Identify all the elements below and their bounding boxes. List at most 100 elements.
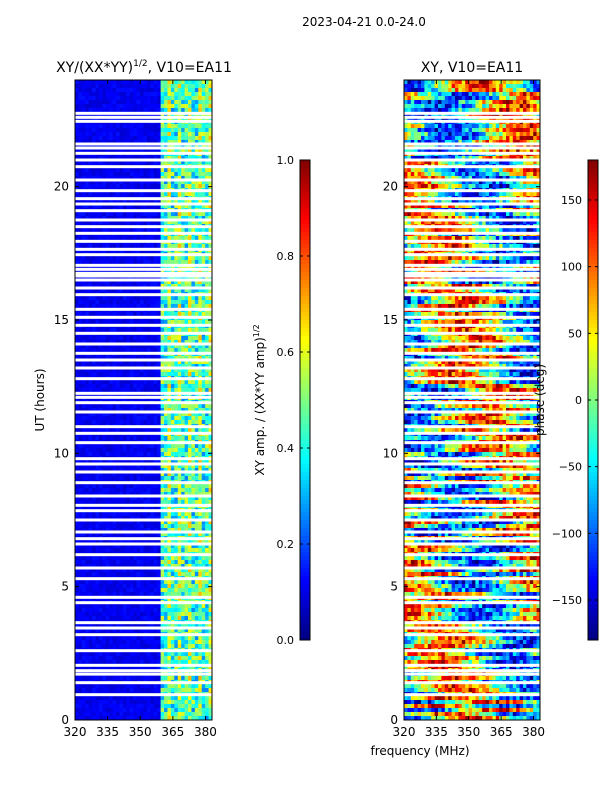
- heatmap-cell: [109, 452, 114, 457]
- heatmap-cell: [205, 548, 209, 553]
- heatmap-cell: [126, 528, 131, 533]
- heatmap-cell: [198, 184, 203, 189]
- heatmap-cell: [157, 320, 162, 325]
- heatmap-cell: [153, 444, 158, 449]
- heatmap-cell: [75, 420, 79, 425]
- heatmap-cell: [177, 356, 182, 361]
- heatmap-cell: [150, 520, 155, 525]
- heatmap-cell: [133, 276, 138, 281]
- heatmap-cell: [188, 88, 192, 93]
- heatmap-cell: [92, 144, 96, 149]
- heatmap-cell: [109, 420, 114, 425]
- heatmap-cell: [198, 412, 203, 417]
- heatmap-cell: [205, 172, 209, 177]
- heatmap-cell: [198, 256, 203, 261]
- heatmap-cell: [98, 256, 103, 261]
- heatmap-cell: [194, 484, 199, 489]
- heatmap-cell: [109, 80, 114, 85]
- heatmap-cell: [174, 140, 179, 145]
- heatmap-cell: [92, 96, 96, 101]
- heatmap-cell: [198, 236, 203, 241]
- heatmap-cell: [105, 336, 110, 341]
- heatmap-cell: [167, 96, 172, 101]
- heatmap-cell: [122, 80, 127, 85]
- heatmap-cell: [81, 360, 86, 365]
- heatmap-cell: [153, 220, 158, 225]
- heatmap-cell: [146, 544, 151, 549]
- heatmap-cell: [129, 304, 134, 309]
- heatmap-cell: [85, 548, 90, 553]
- heatmap-cell: [75, 168, 79, 173]
- heatmap-cell: [181, 280, 185, 285]
- heatmap-cell: [184, 348, 189, 353]
- heatmap-cell: [126, 532, 131, 537]
- heatmap-cell: [181, 496, 185, 501]
- heatmap-cell: [188, 108, 192, 113]
- heatmap-cell: [129, 512, 134, 517]
- heatmap-cell: [160, 356, 165, 361]
- heatmap-cell: [109, 136, 114, 141]
- heatmap-cell: [126, 304, 131, 309]
- heatmap-cell: [78, 560, 83, 565]
- heatmap-cell: [191, 488, 196, 493]
- heatmap-cell: [191, 540, 196, 545]
- heatmap-cell: [191, 260, 196, 265]
- heatmap-cell: [160, 96, 165, 101]
- heatmap-cell: [95, 236, 100, 241]
- heatmap-cell: [102, 92, 107, 97]
- heatmap-cell: [146, 340, 151, 345]
- heatmap-cell: [205, 328, 209, 333]
- heatmap-cell: [98, 276, 103, 281]
- heatmap-cell: [205, 244, 209, 249]
- heatmap-cell: [140, 228, 144, 233]
- heatmap-cell: [102, 468, 107, 473]
- heatmap-cell: [98, 144, 103, 149]
- heatmap-cell: [119, 444, 124, 449]
- heatmap-cell: [95, 288, 100, 293]
- heatmap-cell: [136, 256, 141, 261]
- heatmap-cell: [157, 312, 162, 317]
- heatmap-cell: [191, 344, 196, 349]
- heatmap-cell: [208, 132, 213, 137]
- heatmap-cell: [181, 344, 185, 349]
- heatmap-cell: [205, 136, 209, 141]
- heatmap-cell: [160, 380, 165, 385]
- heatmap-cell: [85, 544, 90, 549]
- heatmap-cell: [85, 520, 90, 525]
- heatmap-cell: [201, 336, 206, 341]
- heatmap-cell: [153, 256, 158, 261]
- heatmap-cell: [136, 448, 141, 453]
- heatmap-cell: [198, 544, 203, 549]
- heatmap-cell: [78, 436, 83, 441]
- heatmap-cell: [133, 404, 138, 409]
- heatmap-cell: [143, 144, 148, 149]
- heatmap-cell: [140, 364, 144, 369]
- heatmap-cell: [191, 148, 196, 153]
- heatmap-cell: [181, 244, 185, 249]
- heatmap-cell: [188, 412, 192, 417]
- heatmap-cell: [146, 368, 151, 373]
- heatmap-cell: [102, 192, 107, 197]
- heatmap-cell: [153, 288, 158, 293]
- heatmap-cell: [81, 500, 86, 505]
- heatmap-cell: [98, 572, 103, 577]
- heatmap-cell: [208, 496, 213, 501]
- heatmap-cell: [119, 108, 124, 113]
- heatmap-cell: [109, 192, 114, 197]
- heatmap-cell: [88, 136, 93, 141]
- heatmap-cell: [105, 148, 110, 153]
- heatmap-cell: [92, 296, 96, 301]
- heatmap-cell: [167, 204, 172, 209]
- heatmap-cell: [160, 256, 165, 261]
- heatmap-cell: [92, 216, 96, 221]
- heatmap-cell: [146, 132, 151, 137]
- heatmap-cell: [88, 280, 93, 285]
- heatmap-cell: [170, 572, 175, 577]
- heatmap-cell: [184, 148, 189, 153]
- heatmap-cell: [164, 540, 168, 545]
- heatmap-cell: [126, 296, 131, 301]
- heatmap-cell: [146, 436, 151, 441]
- heatmap-cell: [143, 408, 148, 413]
- heatmap-cell: [153, 528, 158, 533]
- heatmap-cell: [146, 532, 151, 537]
